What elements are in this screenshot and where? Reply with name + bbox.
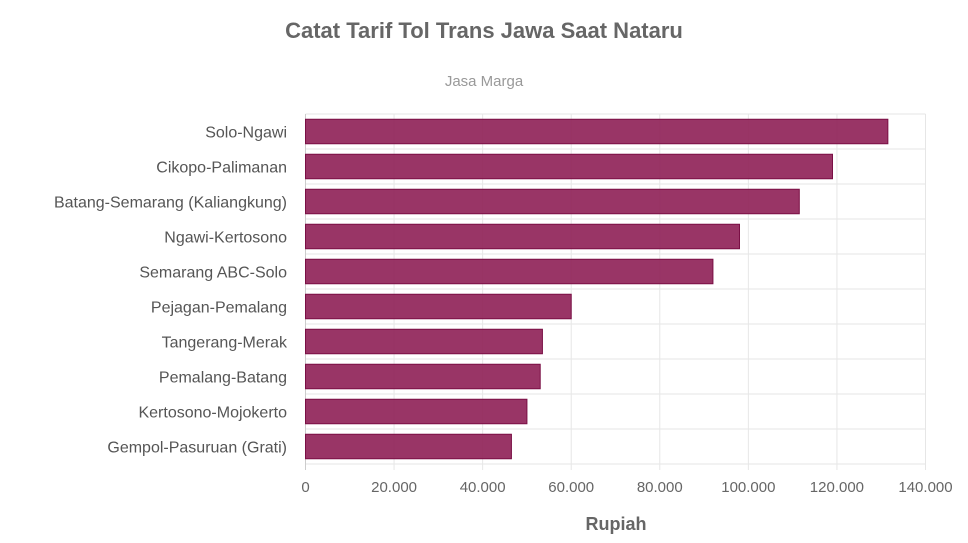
x-axis-label: Rupiah — [586, 514, 647, 534]
bar — [305, 328, 543, 355]
x-tick-label: 60.000 — [548, 479, 594, 496]
bar — [305, 398, 528, 425]
category-label: Gempol-Pasuruan (Grati) — [107, 440, 287, 457]
category-label: Ngawi-Kertosono — [164, 230, 287, 247]
category-label: Pejagan-Pemalang — [151, 300, 287, 317]
category-label: Solo-Ngawi — [205, 125, 287, 142]
category-label: Kertosono-Mojokerto — [138, 405, 287, 422]
x-tick-label: 20.000 — [371, 479, 417, 496]
bar — [305, 258, 714, 285]
bar — [305, 188, 800, 215]
category-label: Cikopo-Palimanan — [156, 160, 287, 177]
bar — [305, 433, 512, 460]
x-tick-label: 80.000 — [637, 479, 683, 496]
x-tick-label: 100.000 — [721, 479, 775, 496]
bar — [305, 153, 833, 180]
chart-subtitle: Jasa Marga — [445, 73, 524, 90]
x-tick-label: 120.000 — [810, 479, 864, 496]
chart-title: Catat Tarif Tol Trans Jawa Saat Nataru — [285, 18, 683, 43]
bar — [305, 363, 541, 390]
category-label: Batang-Semarang (Kaliangkung) — [54, 195, 287, 212]
x-tick-label: 40.000 — [460, 479, 506, 496]
category-label: Pemalang-Batang — [159, 370, 287, 387]
bar — [305, 118, 889, 145]
category-label: Semarang ABC-Solo — [139, 265, 287, 282]
x-tick-label: 0 — [301, 479, 309, 496]
bar — [305, 223, 740, 250]
x-tick-label: 140.000 — [898, 479, 952, 496]
bar — [305, 293, 572, 320]
category-label: Tangerang-Merak — [162, 335, 288, 352]
